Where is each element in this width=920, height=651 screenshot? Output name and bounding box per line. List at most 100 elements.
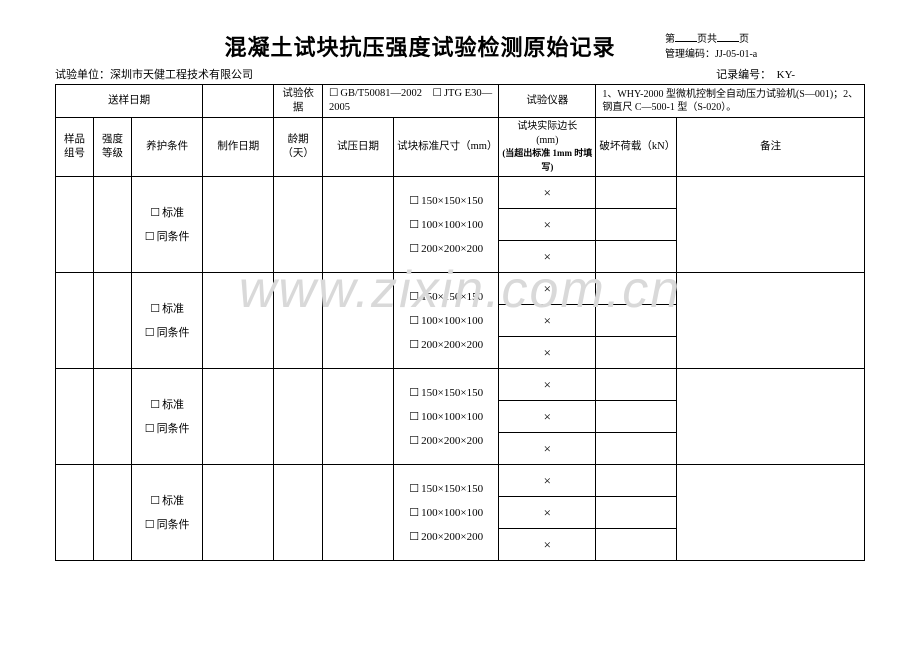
curing-same[interactable]: 同条件: [145, 231, 190, 243]
sample-no-cell: [56, 465, 94, 561]
table-row: 标准 同条件 150×150×150 100×100×100 200×200×2…: [56, 177, 865, 209]
col-curing: 养护条件: [132, 118, 203, 177]
curing-std[interactable]: 标准: [150, 399, 184, 411]
size-150[interactable]: 150×150×150: [409, 387, 483, 399]
load-cell: [596, 337, 677, 369]
size-100[interactable]: 100×100×100: [409, 219, 483, 231]
actual-size-cell: ×: [499, 177, 596, 209]
std-size-cell: 150×150×150 100×100×100 200×200×200: [394, 177, 499, 273]
table-row: 标准 同条件 150×150×150 100×100×100 200×200×2…: [56, 273, 865, 305]
main-table: 送样日期 试验依据 GB/T50081—2002 JTG E30—2005 试验…: [55, 84, 865, 561]
info-row: 送样日期 试验依据 GB/T50081—2002 JTG E30—2005 试验…: [56, 85, 865, 118]
curing-std[interactable]: 标准: [150, 495, 184, 507]
load-cell: [596, 369, 677, 401]
std-size-cell: 150×150×150 100×100×100 200×200×200: [394, 465, 499, 561]
size-150[interactable]: 150×150×150: [409, 291, 483, 303]
instrument-text: 1、WHY-2000 型微机控制全自动压力试验机(S—001)；2、钢直尺 C—…: [596, 85, 865, 118]
curing-same[interactable]: 同条件: [145, 327, 190, 339]
test-date-cell: [322, 465, 393, 561]
curing-cell: 标准 同条件: [132, 369, 203, 465]
actual-size-note: (当超出标准 1mm 时填写): [502, 148, 592, 172]
size-200[interactable]: 200×200×200: [409, 531, 483, 543]
sample-no-cell: [56, 177, 94, 273]
actual-size-cell: ×: [499, 337, 596, 369]
curing-cell: 标准 同条件: [132, 273, 203, 369]
actual-size-cell: ×: [499, 433, 596, 465]
col-strength: 强度等级: [94, 118, 132, 177]
strength-cell: [94, 177, 132, 273]
load-cell: [596, 273, 677, 305]
age-cell: [274, 465, 323, 561]
record-label: 记录编号：: [716, 69, 771, 81]
unit-label: 试验单位：: [55, 69, 110, 81]
col-load: 破坏荷载（kN）: [596, 118, 677, 177]
load-cell: [596, 433, 677, 465]
age-cell: [274, 177, 323, 273]
actual-size-cell: ×: [499, 273, 596, 305]
header-row: 样品组号 强度等级 养护条件 制作日期 龄期（天） 试压日期 试块标准尺寸（mm…: [56, 118, 865, 177]
curing-cell: 标准 同条件: [132, 177, 203, 273]
age-cell: [274, 273, 323, 369]
age-cell: [274, 369, 323, 465]
make-date-cell: [203, 177, 274, 273]
basis-opt1[interactable]: GB/T50081—2002: [329, 88, 422, 99]
curing-same[interactable]: 同条件: [145, 519, 190, 531]
record-prefix: KY-: [777, 69, 795, 81]
col-sample-no: 样品组号: [56, 118, 94, 177]
actual-size-cell: ×: [499, 401, 596, 433]
document-title: 混凝土试块抗压强度试验检测原始记录: [55, 30, 665, 62]
actual-size-cell: ×: [499, 241, 596, 273]
size-100[interactable]: 100×100×100: [409, 507, 483, 519]
col-remark: 备注: [677, 118, 865, 177]
col-make-date: 制作日期: [203, 118, 274, 177]
page-prefix: 第: [665, 34, 675, 45]
basis-options: GB/T50081—2002 JTG E30—2005: [322, 85, 498, 118]
page-mid: 页共: [697, 34, 717, 45]
col-age: 龄期（天）: [274, 118, 323, 177]
remark-cell: [677, 369, 865, 465]
size-150[interactable]: 150×150×150: [409, 195, 483, 207]
curing-std[interactable]: 标准: [150, 207, 184, 219]
test-date-cell: [322, 273, 393, 369]
load-cell: [596, 529, 677, 561]
actual-size-unit: (mm): [536, 135, 558, 146]
strength-cell: [94, 369, 132, 465]
size-200[interactable]: 200×200×200: [409, 435, 483, 447]
col-test-date: 试压日期: [322, 118, 393, 177]
load-cell: [596, 177, 677, 209]
unit-value: 深圳市天健工程技术有限公司: [110, 69, 253, 81]
load-cell: [596, 401, 677, 433]
sample-no-cell: [56, 369, 94, 465]
table-row: 标准 同条件 150×150×150 100×100×100 200×200×2…: [56, 369, 865, 401]
size-150[interactable]: 150×150×150: [409, 483, 483, 495]
page-suffix: 页: [739, 34, 749, 45]
mgmt-code: JJ-05-01-a: [715, 49, 757, 60]
header-meta: 第页共页 管理编码：JJ-05-01-a: [665, 32, 865, 62]
load-cell: [596, 465, 677, 497]
curing-cell: 标准 同条件: [132, 465, 203, 561]
load-cell: [596, 305, 677, 337]
instrument-label: 试验仪器: [499, 85, 596, 118]
actual-size-cell: ×: [499, 497, 596, 529]
actual-size-cell: ×: [499, 529, 596, 561]
remark-cell: [677, 465, 865, 561]
strength-cell: [94, 273, 132, 369]
size-200[interactable]: 200×200×200: [409, 339, 483, 351]
size-100[interactable]: 100×100×100: [409, 315, 483, 327]
size-200[interactable]: 200×200×200: [409, 243, 483, 255]
actual-size-cell: ×: [499, 209, 596, 241]
col-actual-size: 试块实际边长 (mm) (当超出标准 1mm 时填写): [499, 118, 596, 177]
test-date-cell: [322, 369, 393, 465]
curing-std[interactable]: 标准: [150, 303, 184, 315]
curing-same[interactable]: 同条件: [145, 423, 190, 435]
make-date-cell: [203, 369, 274, 465]
table-row: 标准 同条件 150×150×150 100×100×100 200×200×2…: [56, 465, 865, 497]
test-date-cell: [322, 177, 393, 273]
send-date-label: 送样日期: [56, 85, 203, 118]
std-size-cell: 150×150×150 100×100×100 200×200×200: [394, 369, 499, 465]
send-date-value: [203, 85, 274, 118]
sample-no-cell: [56, 273, 94, 369]
load-cell: [596, 209, 677, 241]
size-100[interactable]: 100×100×100: [409, 411, 483, 423]
load-cell: [596, 497, 677, 529]
